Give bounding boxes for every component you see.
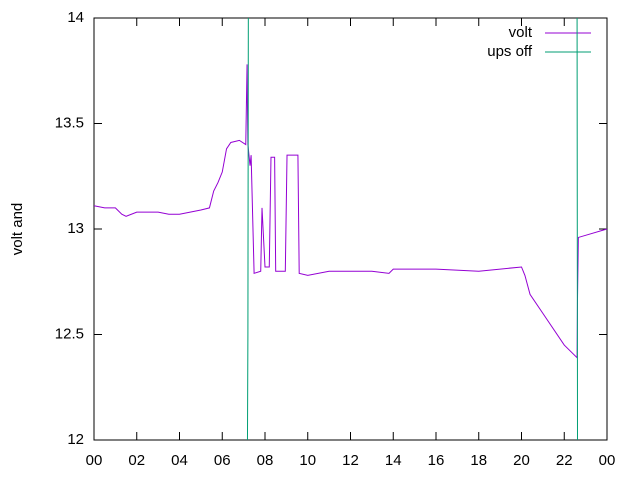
x-tick-label: 16	[428, 452, 445, 469]
x-tick-label: 02	[128, 452, 145, 469]
series-line	[246, 17, 578, 441]
x-tick-label: 20	[513, 452, 530, 469]
x-tick-label: 08	[257, 452, 274, 469]
x-tick-label: 10	[299, 452, 316, 469]
y-tick-label: 12.5	[55, 325, 84, 342]
x-tick-label: 06	[214, 452, 231, 469]
x-tick-label: 12	[342, 452, 359, 469]
x-tick-label: 18	[470, 452, 487, 469]
y-tick-label: 12	[67, 431, 84, 448]
x-tick-label: 14	[385, 452, 402, 469]
x-tick-label: 00	[86, 452, 103, 469]
series-line	[93, 64, 608, 359]
y-tick-label: 13.5	[55, 114, 84, 131]
legend-label: ups off	[487, 43, 533, 60]
x-tick-label: 04	[171, 452, 188, 469]
y-tick-label: 14	[67, 9, 84, 26]
legend-label: volt	[509, 24, 533, 41]
x-tick-label: 00	[599, 452, 616, 469]
x-tick-label: 22	[556, 452, 573, 469]
y-axis-label: volt and	[9, 203, 26, 256]
plot-border	[93, 17, 608, 441]
y-tick-label: 13	[67, 220, 84, 237]
